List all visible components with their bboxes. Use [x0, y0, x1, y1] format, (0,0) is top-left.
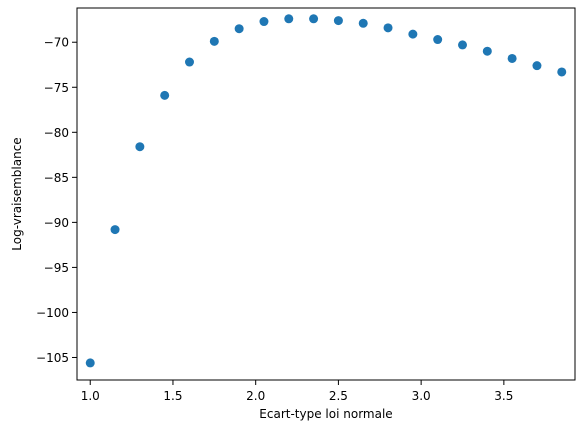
data-point-9: [309, 14, 319, 24]
data-point-10: [333, 16, 343, 26]
x-axis-ticks: 1.0 1.5 2.0 2.5 3.0 3.5: [81, 380, 513, 403]
y-axis-label: Log-vraisemblance: [10, 137, 24, 250]
y-tick-label-0: −105: [36, 351, 69, 365]
data-point-2: [135, 142, 145, 152]
y-tick-label-1: −100: [36, 306, 69, 320]
x-tick-label-2: 2.0: [246, 389, 265, 403]
data-point-18: [532, 61, 542, 71]
data-point-8: [284, 14, 294, 24]
data-point-14: [433, 35, 443, 45]
y-tick-label-7: −70: [44, 36, 69, 50]
data-point-0: [85, 358, 95, 368]
data-point-16: [482, 46, 492, 56]
data-point-12: [383, 23, 393, 33]
data-point-5: [209, 36, 219, 46]
y-tick-label-6: −75: [44, 81, 69, 95]
data-point-15: [458, 40, 467, 50]
y-tick-label-2: −95: [44, 261, 69, 275]
x-tick-label-1: 1.5: [163, 389, 182, 403]
y-axis-ticks: −105 −100 −95 −90 −85 −80 −75 −70: [36, 36, 77, 365]
data-point-3: [160, 90, 170, 100]
data-point-6: [234, 24, 244, 34]
data-points: [85, 14, 567, 368]
y-tick-label-3: −90: [44, 216, 69, 230]
x-tick-label-0: 1.0: [81, 389, 100, 403]
x-axis-label: Ecart-type loi normale: [259, 407, 392, 421]
data-point-1: [110, 225, 120, 235]
data-point-4: [185, 57, 194, 67]
data-point-19: [557, 67, 567, 77]
data-point-17: [507, 53, 517, 63]
x-tick-label-4: 3.0: [412, 389, 431, 403]
x-tick-label-5: 3.5: [494, 389, 513, 403]
y-tick-label-5: −80: [44, 126, 69, 140]
axes-frame: [76, 7, 576, 381]
data-point-7: [259, 17, 269, 27]
y-tick-label-4: −85: [44, 171, 69, 185]
data-point-11: [358, 18, 368, 28]
data-point-13: [408, 29, 418, 39]
x-tick-label-3: 2.5: [329, 389, 348, 403]
